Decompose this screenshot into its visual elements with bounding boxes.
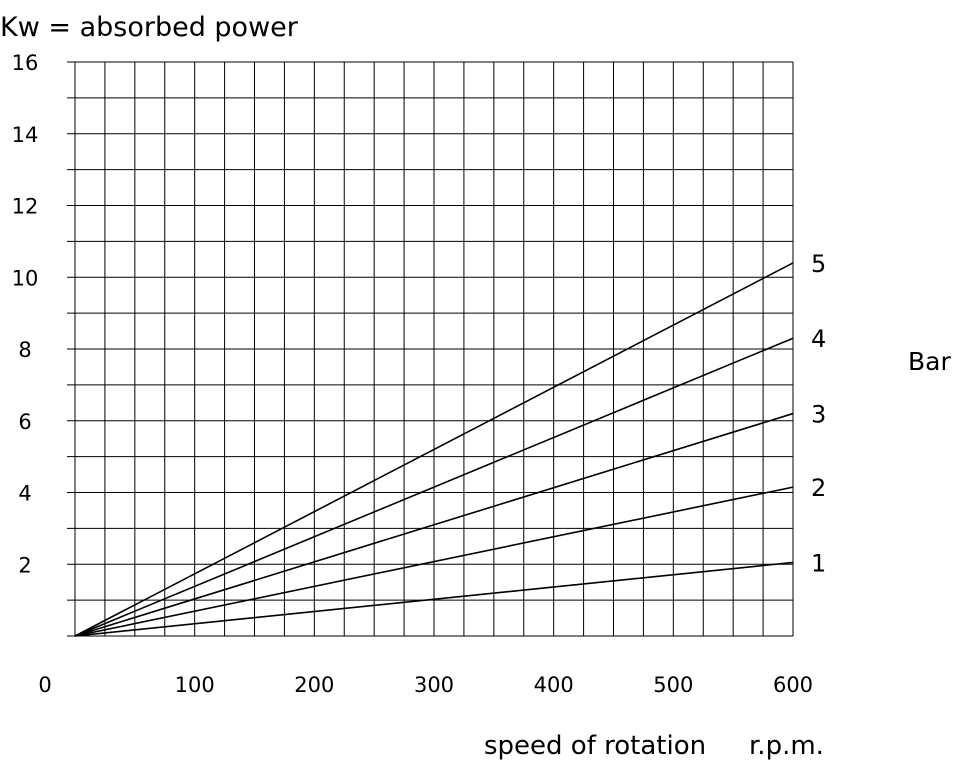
x-tick-label: 400	[534, 673, 574, 697]
y-tick-label: 6	[18, 410, 31, 434]
x-tick-label: 200	[294, 673, 334, 697]
series-line	[74, 412, 794, 637]
x-axis-unit: r.p.m.	[749, 731, 824, 760]
x-tick-label: 0	[38, 673, 51, 697]
x-tick-label: 300	[414, 673, 454, 697]
y-tick-label: 16	[12, 51, 39, 75]
y-tick-labels: 2 4 6 8 10 12 14 16	[12, 51, 39, 577]
y-tick-label: 4	[18, 482, 31, 506]
chart-title: Kw = absorbed power	[0, 12, 299, 43]
series-label: 5	[811, 250, 826, 278]
y-tick-label: 10	[12, 266, 39, 290]
y-tick-label: 14	[12, 123, 39, 147]
series-label: 4	[811, 325, 826, 353]
series-label: 3	[811, 401, 826, 429]
series-label: 2	[811, 474, 826, 502]
series-lines	[74, 262, 794, 637]
series-labels: 1 2 3 4 5	[811, 250, 826, 578]
series-line	[74, 262, 794, 637]
x-axis-label: speed of rotation	[484, 731, 706, 760]
x-tick-label: 500	[653, 673, 693, 697]
x-tick-labels: 0 100 200 300 400 500 600	[38, 673, 813, 697]
series-line	[74, 337, 794, 637]
x-tick-label: 600	[773, 673, 813, 697]
grid	[67, 61, 794, 637]
y-tick-label: 8	[18, 338, 31, 362]
x-tick-label: 100	[175, 673, 215, 697]
series-line	[74, 561, 794, 637]
legend-title: Bar	[908, 347, 951, 376]
y-tick-label: 2	[18, 553, 31, 577]
series-label: 1	[811, 549, 826, 577]
y-tick-label: 12	[12, 195, 39, 219]
series-line	[74, 486, 794, 637]
